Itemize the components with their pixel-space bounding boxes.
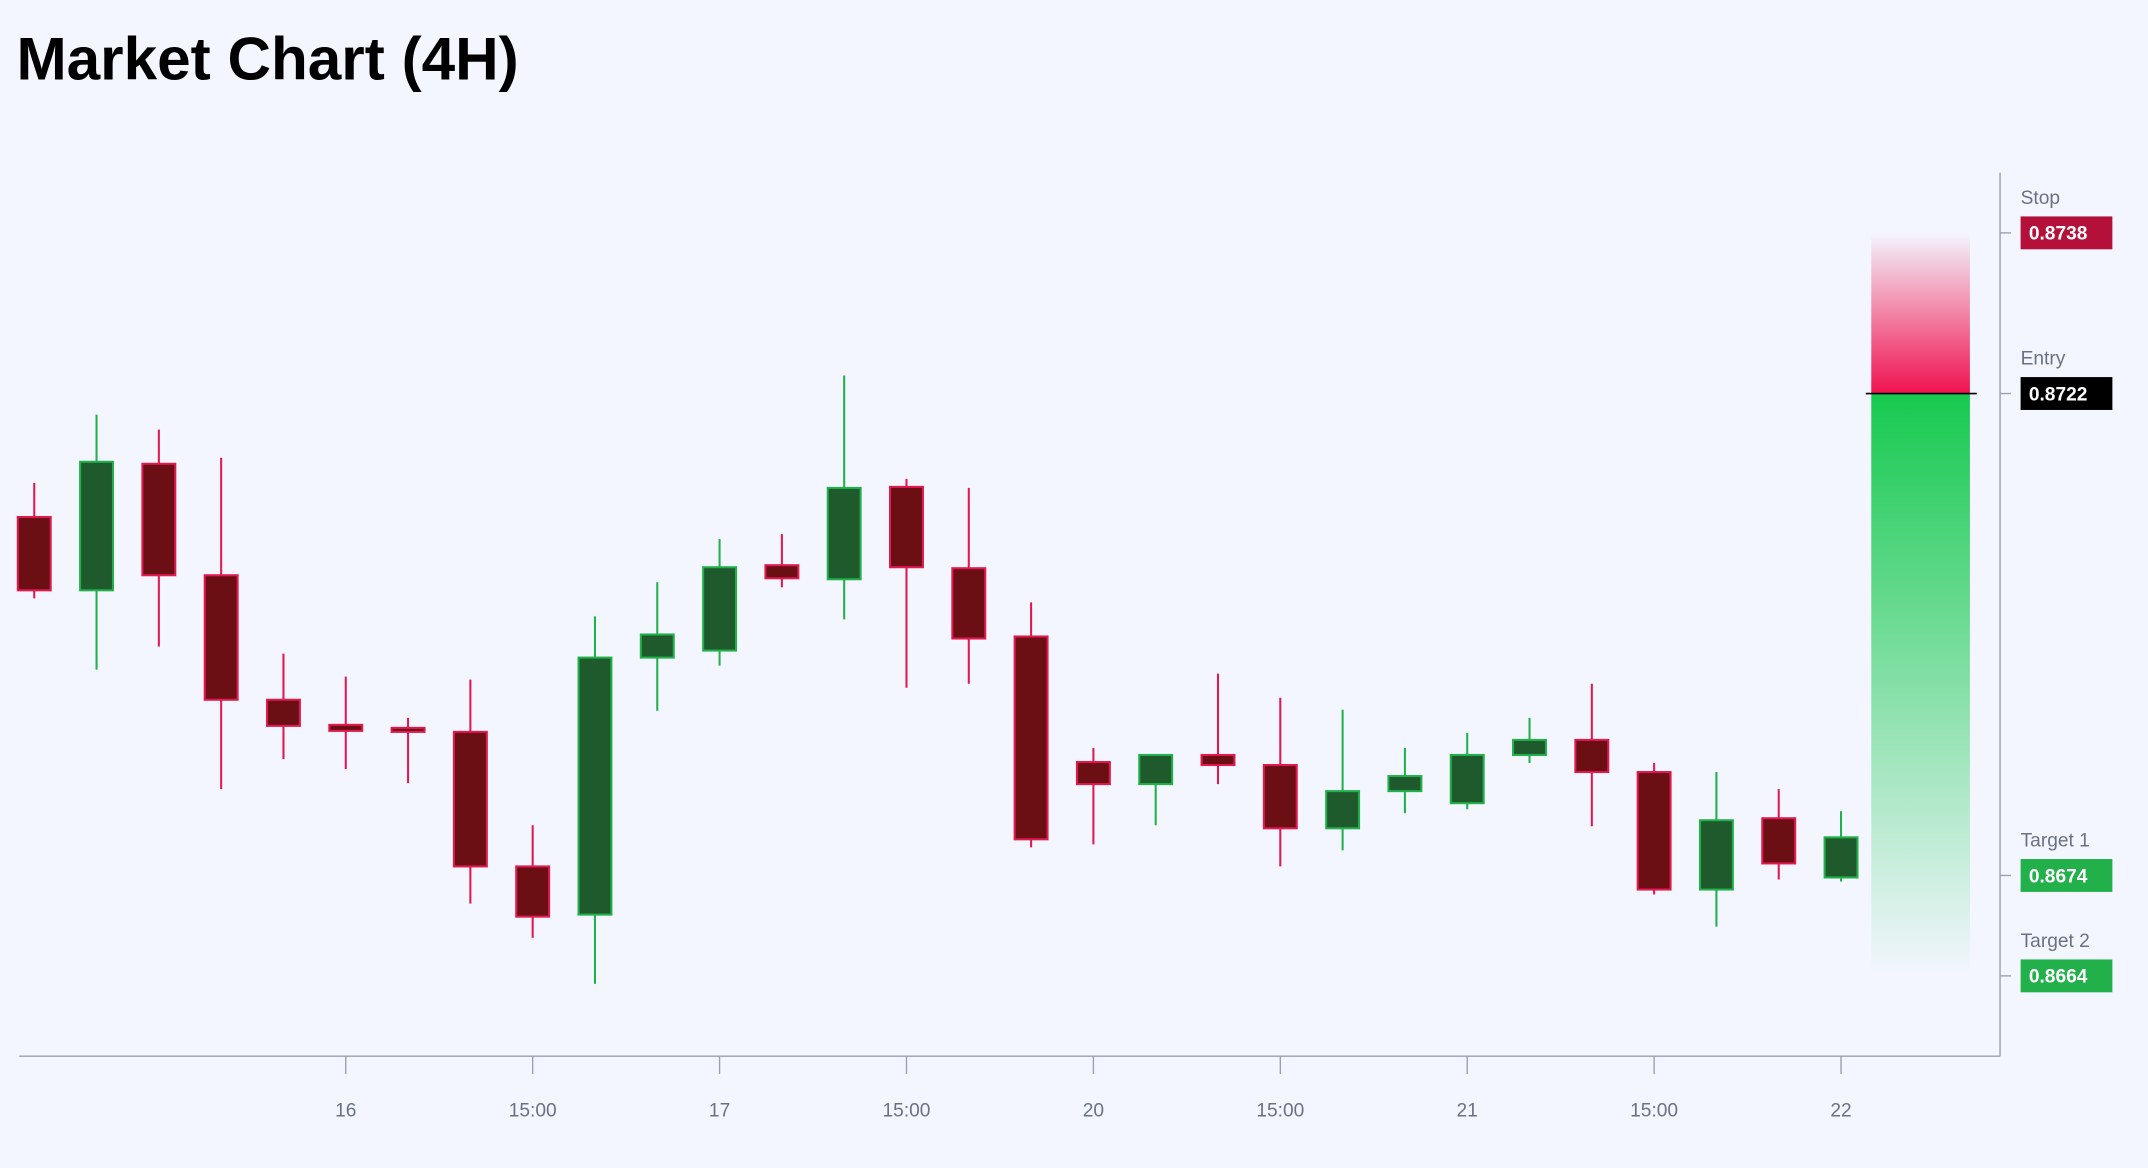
x-tick-label: 16 [335,1100,356,1121]
level-box [2020,959,2113,993]
x-tick-label: 21 [1457,1100,1478,1121]
candle-body [1512,738,1547,757]
level-value: 0.8738 [2029,224,2088,245]
candle-body [265,698,301,727]
candle-body [141,462,177,577]
level-value: 0.8664 [2029,967,2088,988]
x-tick-label: 15:00 [1256,1100,1304,1121]
x-tick-label: 17 [709,1100,730,1121]
level-name: Stop [2021,188,2060,209]
candle-body [1823,836,1859,879]
candle-body [1761,817,1797,865]
candle-body [1138,753,1174,786]
candle-body [16,515,52,592]
level-name: Target 1 [2021,831,2090,852]
level-value: 0.8722 [2029,384,2088,405]
level-name: Entry [2021,349,2066,370]
level-box [2020,377,2113,410]
candle-body [79,460,115,592]
level-box [2020,216,2113,250]
candle-body [1013,635,1049,841]
level-name: Target 2 [2021,931,2090,952]
candle-body [951,567,987,640]
chart-title: Market Chart (4H) [16,24,518,92]
x-tick-label: 22 [1830,1100,1851,1121]
candle-body [1262,763,1298,830]
candle-body [1449,753,1485,805]
candle-body [764,564,800,580]
candle-body [889,485,924,569]
candle-body [1325,790,1361,830]
x-tick-label: 15:00 [1630,1100,1678,1121]
level-box [2020,859,2113,892]
x-tick-label: 15:00 [509,1100,557,1121]
reward-zone [1871,393,1970,976]
candle-body [1075,760,1111,786]
candle-body [328,723,364,732]
candle-body [826,486,862,581]
level-value: 0.8674 [2029,866,2088,887]
candle-body [1574,738,1610,774]
candle-body [577,656,613,916]
candle-body [390,726,426,733]
candle-body [1636,771,1672,891]
candle-body [515,865,551,918]
candle-body [639,633,675,659]
candle-body [702,566,738,652]
x-tick-label: 15:00 [883,1100,931,1121]
candle-body [1698,819,1734,891]
candle-body [203,574,239,701]
candle-body [1200,753,1236,767]
candle-body [1387,775,1423,793]
risk-zone [1871,232,1970,394]
x-tick-label: 20 [1083,1100,1104,1121]
candle-body [452,730,488,868]
